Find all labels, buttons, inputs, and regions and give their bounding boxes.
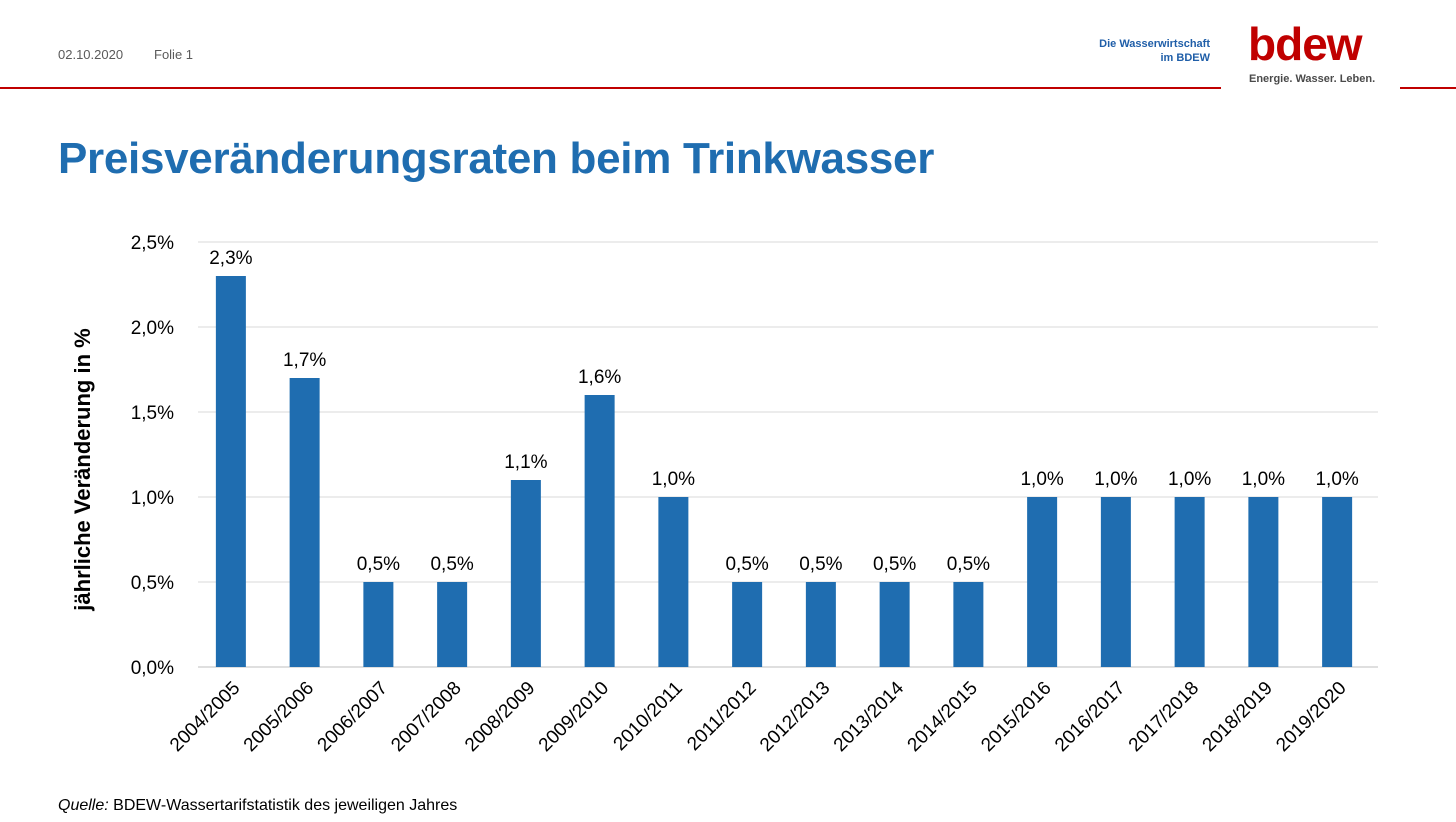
- slide-number: Folie 1: [154, 47, 194, 62]
- header-divider-left: [0, 87, 1221, 89]
- slide-date: 02.10.2020: [58, 47, 124, 62]
- y-tick-label: 1,5%: [131, 403, 174, 424]
- logo-claim: Energie. Wasser. Leben.: [1249, 73, 1376, 85]
- x-tick-label: 2009/2010: [535, 678, 613, 756]
- bar: [363, 582, 394, 667]
- data-label: 1,0%: [1315, 469, 1358, 490]
- header-divider-right: [1400, 87, 1456, 89]
- x-tick-label: 2011/2012: [683, 678, 760, 755]
- x-tick-label: 2018/2019: [1199, 678, 1277, 756]
- data-label: 0,5%: [799, 554, 842, 575]
- x-tick-label: 2012/2013: [756, 678, 834, 756]
- bar: [510, 480, 541, 667]
- x-tick-label: 2013/2014: [830, 677, 909, 756]
- data-label: 1,6%: [578, 367, 621, 388]
- source-text: BDEW-Wassertarifstatistik des jeweiligen…: [113, 797, 458, 814]
- data-label: 0,5%: [725, 554, 768, 575]
- x-tick-label: 2014/2015: [904, 678, 982, 756]
- x-tick-label: 2005/2006: [240, 678, 318, 756]
- logo-wordmark: bdew: [1248, 18, 1363, 70]
- data-label: 0,5%: [873, 554, 916, 575]
- bar: [805, 582, 836, 667]
- y-tick-label: 0,5%: [131, 573, 174, 594]
- bar: [953, 582, 984, 667]
- data-label: 1,0%: [1094, 469, 1137, 490]
- data-label: 0,5%: [357, 554, 400, 575]
- data-label: 0,5%: [430, 554, 473, 575]
- x-tick-label: 2004/2005: [166, 678, 244, 756]
- x-tick-label: 2010/2011: [610, 678, 687, 755]
- x-tick-label: 2006/2007: [314, 678, 392, 756]
- y-tick-label: 2,5%: [131, 233, 174, 254]
- bar: [658, 497, 689, 667]
- data-label: 1,0%: [1242, 469, 1285, 490]
- page-title: Preisveränderungsraten beim Trinkwasser: [58, 134, 935, 183]
- bar: [1100, 497, 1131, 667]
- bar: [437, 582, 468, 667]
- bar: [1027, 497, 1058, 667]
- data-label: 2,3%: [209, 248, 252, 269]
- bar: [732, 582, 763, 667]
- bar: [1322, 497, 1353, 667]
- tagline-line-2: im BDEW: [1160, 52, 1211, 64]
- bar: [584, 395, 615, 667]
- data-label: 1,0%: [1168, 469, 1211, 490]
- y-axis-title: jährliche Veränderung in %: [70, 328, 95, 611]
- data-label: 0,5%: [947, 554, 990, 575]
- source-note: Quelle: BDEW-Wassertarifstatistik des je…: [58, 797, 457, 815]
- x-tick-label: 2015/2016: [977, 678, 1055, 756]
- tagline: Die Wasserwirtschaft im BDEW: [1099, 37, 1210, 65]
- tagline-line-1: Die Wasserwirtschaft: [1099, 38, 1210, 50]
- x-tick-label: 2017/2018: [1125, 678, 1203, 756]
- source-label: Quelle:: [58, 797, 109, 814]
- data-label: 1,7%: [283, 350, 326, 371]
- bar: [289, 378, 320, 667]
- bar: [1248, 497, 1279, 667]
- bdew-logo: bdew Energie. Wasser. Leben.: [1246, 18, 1376, 88]
- x-tick-label: 2019/2020: [1272, 678, 1350, 756]
- data-label: 1,0%: [1020, 469, 1063, 490]
- y-tick-label: 0,0%: [131, 658, 174, 679]
- x-tick-label: 2016/2017: [1051, 678, 1129, 756]
- data-label: 1,0%: [652, 469, 695, 490]
- y-tick-label: 1,0%: [131, 488, 174, 509]
- x-tick-label: 2007/2008: [387, 678, 465, 756]
- bar: [879, 582, 910, 667]
- bar: [1174, 497, 1205, 667]
- data-label: 1,1%: [504, 452, 547, 473]
- bar: [215, 276, 246, 667]
- x-tick-label: 2008/2009: [461, 678, 539, 756]
- y-tick-label: 2,0%: [131, 318, 174, 339]
